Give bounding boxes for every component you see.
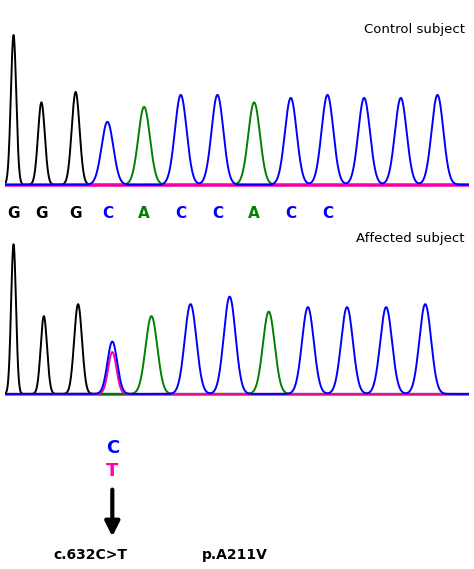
Text: A: A: [138, 205, 150, 221]
Text: c.632C>T: c.632C>T: [53, 548, 128, 562]
Text: C: C: [285, 205, 296, 221]
Text: C: C: [322, 205, 333, 221]
Text: C: C: [106, 439, 119, 457]
Text: Control subject: Control subject: [364, 23, 465, 36]
Text: p.A211V: p.A211V: [201, 548, 267, 562]
Text: G: G: [35, 205, 48, 221]
Text: C: C: [212, 205, 223, 221]
Text: Affected subject: Affected subject: [356, 232, 465, 245]
Text: T: T: [106, 463, 118, 480]
Text: A: A: [248, 205, 260, 221]
Text: C: C: [175, 205, 186, 221]
Text: G: G: [69, 205, 82, 221]
Text: G: G: [7, 205, 20, 221]
Text: C: C: [102, 205, 113, 221]
